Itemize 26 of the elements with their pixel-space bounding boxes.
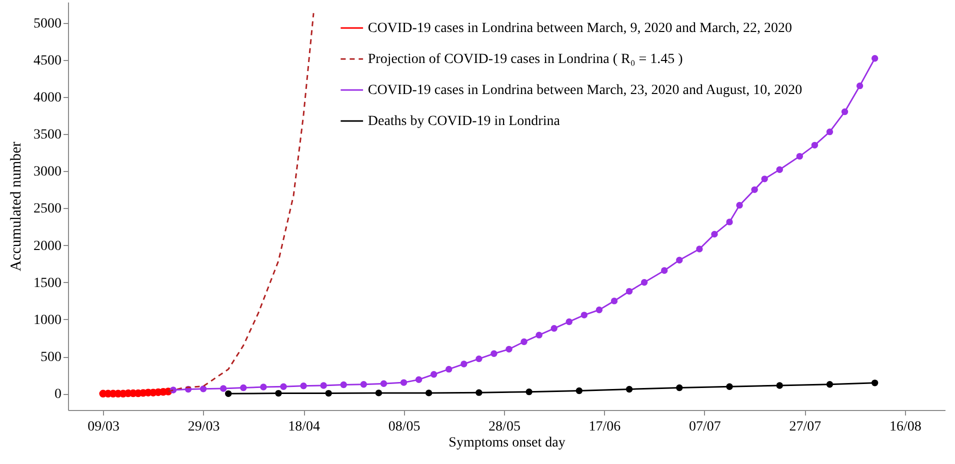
x-tick-label: 27/07 [789,420,822,434]
x-tick-label: 07/07 [689,420,721,434]
y-tick-label: 3500 [34,128,62,143]
x-tick-label: 08/05 [388,420,420,434]
x-tick-label: 09/03 [88,420,120,434]
legend-label: COVID-19 cases in Londrina between March, 23, 2020 and August, 10, 2020 [368,83,802,98]
x-tick-label: 28/05 [488,420,520,434]
x-tick-label: 29/03 [188,420,220,434]
x-tick-label: 18/04 [288,420,320,434]
legend-label: COVID-19 cases in Londrina between March, 9, 2020 and March, 22, 2020 [368,21,792,36]
y-tick-label: 0 [54,387,62,402]
y-tick-label: 4500 [34,53,62,68]
y-tick-label: 1000 [34,313,62,328]
x-tick-label: 16/08 [889,420,922,434]
legend-label: Projection of COVID-19 cases in Londrina ( R₀ = 1.45 ) [368,52,684,67]
x-tick-label: 17/06 [588,420,621,434]
legend-label: Deaths by COVID-19 in Londrina [368,114,561,129]
y-tick-label: 5000 [34,16,62,32]
y-axis-title: Accumulated number [8,142,24,272]
y-tick-label: 2500 [34,202,62,217]
x-axis-title: Symptoms onset day [448,436,566,450]
y-tick-label: 1500 [34,276,62,291]
y-tick-label: 4000 [34,90,62,106]
y-tick-label: 2000 [34,238,62,254]
y-tick-label: 500 [40,350,62,366]
y-tick-label: 3000 [34,164,62,180]
